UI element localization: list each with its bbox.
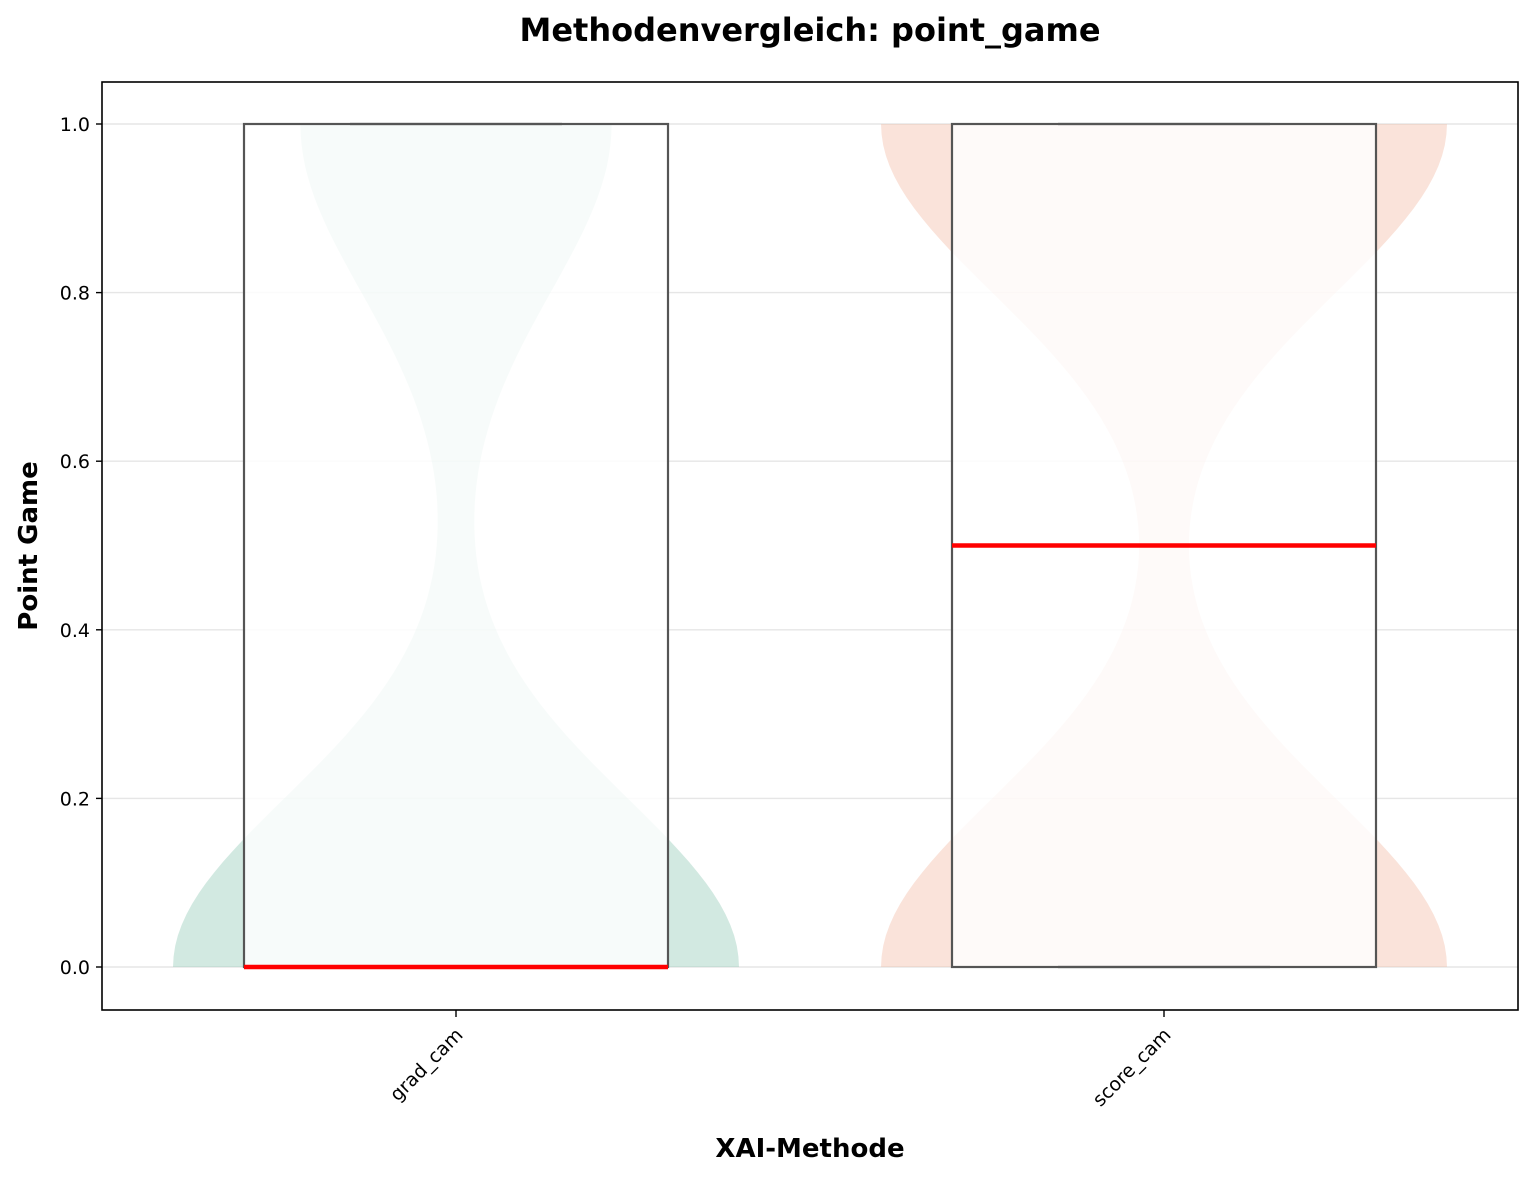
y-axis-label: Point Game	[14, 461, 44, 630]
x-tick-label: grad_cam	[386, 1024, 468, 1106]
y-tick-label: 0.8	[60, 283, 90, 305]
chart-title: Methodenvergleich: point_game	[519, 11, 1100, 49]
x-axis-label: XAI-Methode	[715, 1134, 904, 1164]
x-axis: grad_cam score_cam	[386, 1010, 1176, 1111]
box-grad_cam	[242, 122, 670, 969]
y-tick-label: 0.2	[60, 788, 90, 810]
plot-frame	[101, 81, 1519, 1011]
y-axis: 0.0 0.2 0.4 0.6 0.8 1.0	[60, 114, 102, 979]
y-tick-label: 0.0	[60, 957, 90, 979]
y-tick-label: 0.4	[60, 620, 90, 642]
x-tick-label: score_cam	[1088, 1024, 1175, 1111]
y-tick-label: 0.6	[60, 451, 90, 473]
y-tick-label: 1.0	[60, 114, 90, 136]
boxes	[242, 122, 1378, 970]
